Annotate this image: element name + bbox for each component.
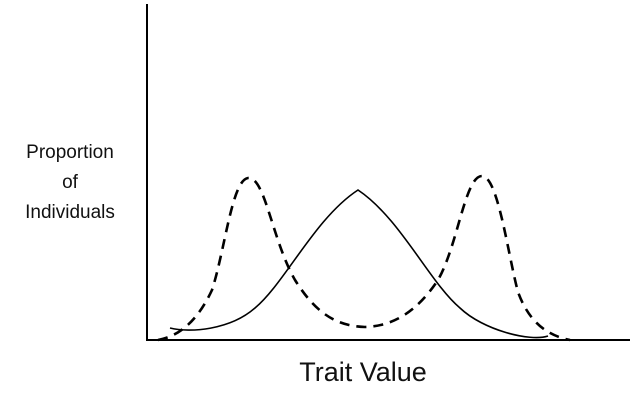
solid-curve xyxy=(169,189,549,339)
y-axis-label-line-3: Individuals xyxy=(25,202,115,223)
x-axis-label: Trait Value xyxy=(299,357,427,387)
dashed-curve xyxy=(157,174,571,342)
y-axis-label-line-2: of xyxy=(62,172,78,193)
y-axis-label: Proportion of Individuals xyxy=(8,138,132,228)
y-axis-label-line-1: Proportion xyxy=(26,142,114,163)
